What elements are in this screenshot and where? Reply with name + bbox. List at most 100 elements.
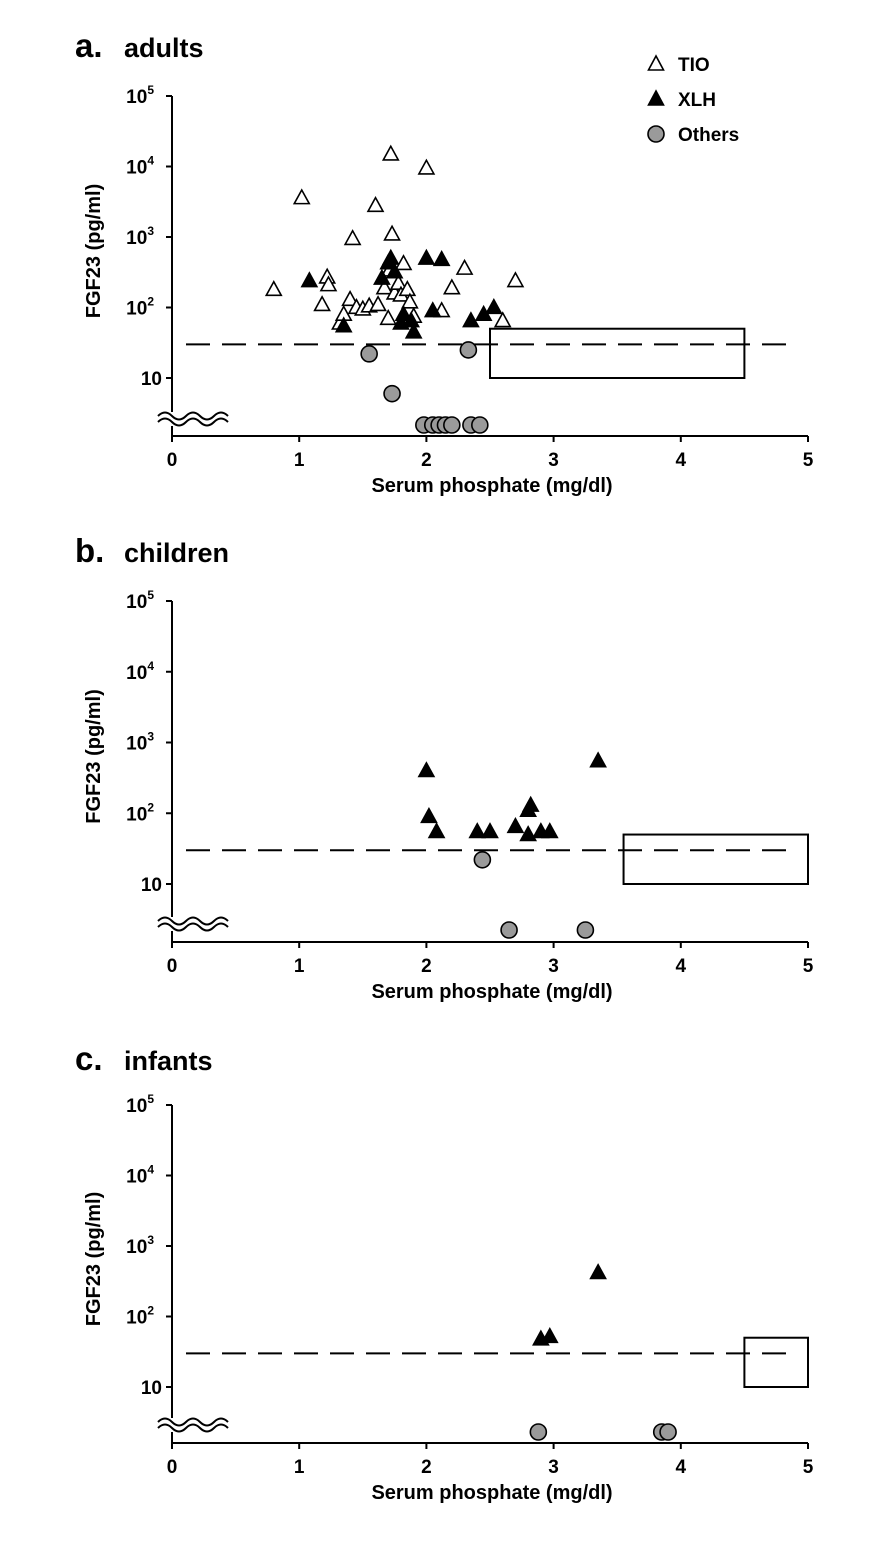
point-tio [394, 254, 413, 271]
point-xlh [540, 1327, 559, 1344]
y-tick-label: 104 [126, 659, 154, 684]
y-axis-title: FGF23 (pg/ml) [83, 184, 105, 318]
y-axis-title: FGF23 (pg/ml) [83, 1192, 105, 1326]
y-tick-label: 104 [126, 154, 154, 179]
axis-break-wave [157, 916, 229, 926]
point-xlh [432, 250, 451, 267]
point-tio [383, 224, 401, 241]
point-xlh [417, 761, 436, 778]
point-tio [292, 188, 311, 205]
point-xlh [423, 301, 442, 318]
y-tick-label: 103 [126, 1233, 154, 1258]
point-xlh [519, 825, 538, 842]
x-axis-title: Serum phosphate (mg/dl) [371, 981, 612, 1003]
point-xlh [373, 268, 391, 285]
x-tick-label: 1 [294, 956, 305, 977]
point-xlh [417, 248, 436, 265]
y-tick-label: 105 [126, 83, 154, 108]
point-others [459, 341, 478, 359]
normal-range-box [622, 833, 809, 885]
point-tio [398, 280, 417, 297]
point-xlh [385, 262, 404, 279]
panel-letter: b. [75, 532, 104, 569]
point-xlh [519, 800, 538, 817]
legend-label: TIO [678, 55, 710, 76]
point-xlh [420, 807, 438, 824]
point-tio [313, 295, 331, 312]
point-others [529, 1423, 548, 1441]
point-others [443, 416, 461, 434]
point-tio [341, 290, 359, 307]
point-others [659, 1423, 677, 1441]
axis-break-gap [168, 412, 178, 426]
point-xlh [462, 311, 480, 328]
point-xlh [394, 304, 413, 321]
x-tick-label: 3 [548, 1457, 559, 1478]
panel-title: adults [124, 33, 204, 63]
y-tick-label: 102 [126, 295, 154, 320]
y-tick-label: 104 [126, 1163, 154, 1188]
y-tick-label: 10 [141, 1378, 162, 1399]
panel-title: children [124, 538, 229, 568]
point-others [383, 384, 401, 403]
x-tick-label: 2 [421, 1457, 432, 1478]
y-tick-label: 103 [126, 730, 154, 755]
point-tio [366, 196, 385, 213]
x-tick-label: 3 [548, 956, 559, 977]
legend-marker-others [647, 125, 665, 143]
point-xlh [300, 271, 319, 288]
point-tio [343, 229, 362, 246]
point-others [360, 345, 378, 363]
point-xlh [427, 822, 446, 839]
x-tick-label: 5 [803, 450, 814, 471]
x-tick-label: 2 [421, 450, 432, 471]
axis-break-wave [157, 411, 229, 421]
legend-marker-tio [647, 54, 665, 71]
point-tio [417, 158, 436, 175]
point-xlh [484, 298, 503, 315]
panel-infants: c. infants 10 102 103 104 105 0 1 2 3 4 5 Serum phosp… [75, 1040, 814, 1504]
x-tick-label: 0 [167, 1457, 178, 1478]
point-tio [506, 271, 525, 288]
legend-label: XLH [678, 90, 716, 111]
point-tio [389, 273, 408, 291]
point-tio [455, 258, 474, 275]
point-tio [493, 311, 512, 328]
y-tick-label: 102 [126, 800, 154, 825]
x-tick-label: 5 [803, 1457, 814, 1478]
axis-break-gap [168, 1418, 178, 1432]
y-tick-label: 102 [126, 1304, 154, 1329]
point-xlh [468, 822, 487, 839]
panel-children: b. children 10 102 103 104 105 0 1 2 3 4 5 Serum phos… [75, 532, 814, 1003]
x-tick-label: 3 [548, 450, 559, 471]
x-tick-label: 5 [803, 956, 814, 977]
axis-break-wave [157, 417, 229, 427]
point-others [473, 850, 492, 869]
point-others [471, 416, 489, 434]
point-tio [264, 280, 283, 297]
x-tick-label: 1 [294, 450, 305, 471]
panel-title: infants [124, 1046, 213, 1076]
y-tick-label: 105 [126, 588, 154, 613]
x-tick-label: 4 [676, 450, 687, 471]
x-tick-label: 1 [294, 1457, 305, 1478]
point-tio [401, 292, 419, 309]
point-tio [379, 308, 398, 326]
panel-adults: a. adults 10 102 103 104 105 0 1 2 3 4 5 Serum phosph… [75, 27, 814, 497]
x-tick-label: 0 [167, 450, 178, 471]
point-xlh [540, 822, 559, 839]
x-tick-label: 4 [676, 956, 687, 977]
point-tio [319, 275, 338, 292]
y-tick-label: 10 [141, 875, 162, 896]
point-tio [381, 144, 400, 161]
x-tick-label: 0 [167, 956, 178, 977]
point-xlh [404, 322, 423, 339]
point-xlh [589, 751, 607, 768]
x-axis-title: Serum phosphate (mg/dl) [371, 475, 612, 497]
y-tick-label: 103 [126, 224, 154, 249]
x-tick-label: 2 [421, 956, 432, 977]
legend-marker-xlh [647, 89, 665, 106]
x-tick-label: 4 [676, 1457, 687, 1478]
y-tick-label: 10 [141, 369, 162, 390]
